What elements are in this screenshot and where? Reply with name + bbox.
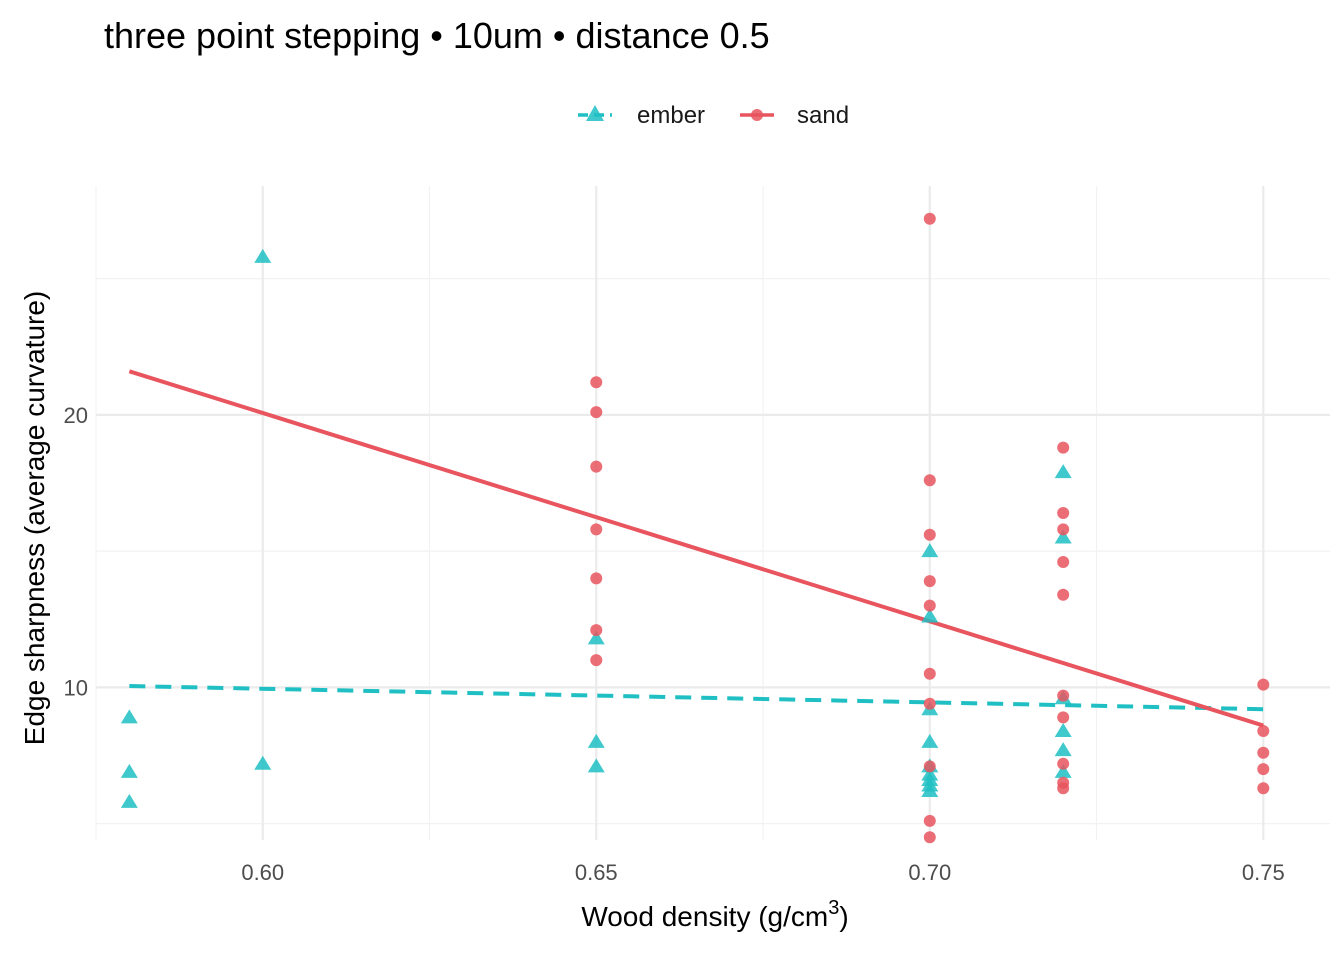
legend-item-ember: ember [578, 102, 705, 129]
point-ember [587, 733, 605, 748]
point-sand [923, 212, 936, 225]
legend-key-ember-marker [586, 105, 604, 121]
point-ember [921, 733, 939, 748]
point-sand [590, 376, 603, 389]
point-sand [1057, 711, 1070, 724]
point-sand [1057, 556, 1070, 569]
point-sand [923, 474, 936, 487]
x-axis-label: Wood density (g/cm3) [581, 897, 848, 932]
point-ember [921, 782, 939, 797]
point-ember [921, 608, 939, 623]
x-tick-label: 0.75 [1242, 860, 1285, 885]
point-ember [921, 543, 939, 558]
point-sand [1257, 725, 1270, 737]
point-sand [1257, 678, 1270, 691]
point-sand [1057, 588, 1070, 601]
y-tick-label: 10 [64, 675, 88, 700]
legend: ember sand [578, 102, 849, 129]
x-tick-label: 0.70 [908, 860, 951, 885]
point-ember [587, 758, 605, 773]
point-sand [1257, 782, 1270, 795]
point-ember [120, 793, 138, 808]
point-ember [1054, 742, 1072, 757]
fit-line-ember [129, 684, 1264, 712]
point-sand [923, 528, 936, 541]
point-sand [590, 572, 603, 585]
point-sand [590, 654, 603, 667]
legend-key-sand-marker [751, 109, 763, 121]
point-sand [923, 697, 936, 710]
chart-title: three point stepping • 10um • distance 0… [104, 15, 770, 56]
point-sand [590, 460, 603, 473]
x-axis-ticks: 0.60 0.65 0.70 0.75 [241, 860, 1284, 885]
point-sand [1057, 441, 1070, 454]
fit-lines [128, 369, 1264, 728]
point-sand [1057, 689, 1070, 702]
point-ember [1054, 529, 1072, 544]
point-sand [923, 760, 936, 773]
legend-label-ember: ember [637, 102, 705, 129]
point-sand [923, 814, 936, 827]
point-ember [120, 709, 138, 724]
point-ember [254, 248, 272, 263]
point-sand [590, 406, 603, 419]
point-sand [1057, 507, 1070, 519]
legend-label-sand: sand [797, 102, 849, 129]
x-tick-label: 0.65 [575, 860, 618, 885]
point-ember [254, 755, 272, 770]
point-ember [1054, 763, 1072, 778]
point-sand [1257, 746, 1270, 759]
fit-line-sand [128, 369, 1264, 728]
point-sand [1257, 763, 1270, 776]
y-tick-label: 20 [64, 403, 88, 428]
point-sand [923, 599, 936, 612]
point-ember [1054, 723, 1072, 737]
point-sand [923, 831, 936, 844]
point-sand [590, 624, 603, 637]
x-tick-label: 0.60 [241, 860, 284, 885]
grid [95, 186, 1330, 840]
point-sand [1057, 757, 1070, 770]
point-sand [923, 667, 936, 680]
point-ember [587, 630, 605, 645]
y-axis-ticks: 10 20 [64, 403, 88, 701]
point-sand [923, 575, 936, 588]
point-sand [1057, 523, 1070, 536]
y-axis-label: Edge sharpness (average curvature) [19, 291, 50, 745]
legend-item-sand: sand [740, 102, 849, 129]
point-sand [1057, 782, 1070, 795]
data-points [120, 212, 1270, 844]
point-sand [590, 523, 603, 536]
point-ember [1054, 464, 1072, 479]
point-ember [120, 763, 138, 778]
